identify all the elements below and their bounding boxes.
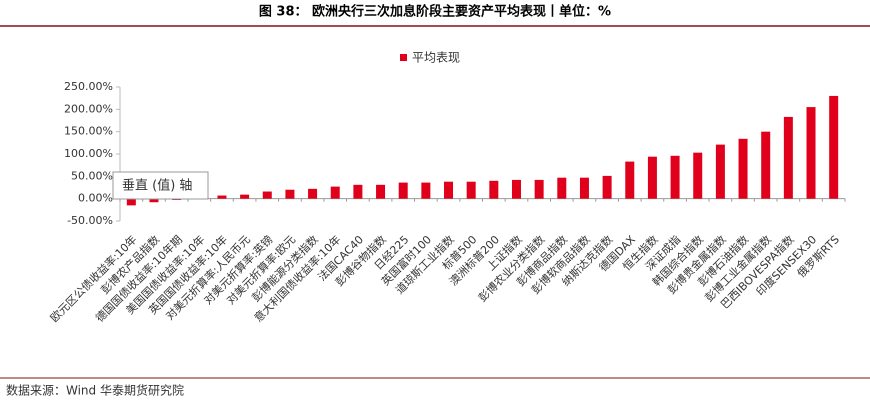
bar	[421, 182, 431, 199]
bar	[511, 179, 521, 199]
y-tick-label: 0.00%	[78, 192, 113, 205]
bar	[761, 131, 771, 199]
bar	[670, 155, 680, 199]
bar	[693, 152, 703, 199]
bar	[240, 194, 250, 199]
bar	[126, 198, 136, 206]
bar	[647, 156, 657, 199]
bar	[308, 188, 318, 199]
bar	[330, 186, 340, 199]
bar	[262, 191, 272, 199]
bar	[285, 189, 295, 199]
y-tick-label: 50.00%	[71, 169, 113, 182]
legend-label: 平均表现	[412, 51, 460, 65]
source: 数据来源：Wind 华泰期货研究院	[6, 383, 184, 398]
bar	[783, 116, 793, 199]
bar	[489, 180, 499, 199]
y-tick-label: 150.00%	[64, 125, 113, 138]
bar	[376, 184, 386, 199]
y-tick-label: 250.00%	[64, 80, 113, 93]
bar	[217, 195, 227, 199]
chart-title: 图 38： 欧洲央行三次加息阶段主要资产平均表现丨单位：%	[259, 4, 611, 20]
bar	[829, 95, 839, 199]
bar	[625, 161, 635, 199]
y-tick-label: 200.00%	[64, 102, 113, 115]
bar	[534, 179, 544, 199]
bar	[715, 144, 725, 199]
bar	[398, 182, 408, 199]
y-tick-label: 100.00%	[64, 147, 113, 160]
bar	[149, 198, 159, 203]
bar	[579, 177, 589, 199]
bar	[444, 181, 454, 199]
bar	[466, 181, 476, 199]
bar	[602, 175, 612, 199]
y-tick-label: -50.00%	[67, 214, 113, 227]
bar	[353, 184, 363, 199]
bar	[806, 107, 816, 199]
bar	[738, 138, 748, 199]
tooltip-box	[112, 171, 209, 200]
tooltip-text: 垂直 (值) 轴	[122, 178, 192, 194]
bar	[557, 177, 567, 199]
legend-swatch	[400, 54, 407, 61]
